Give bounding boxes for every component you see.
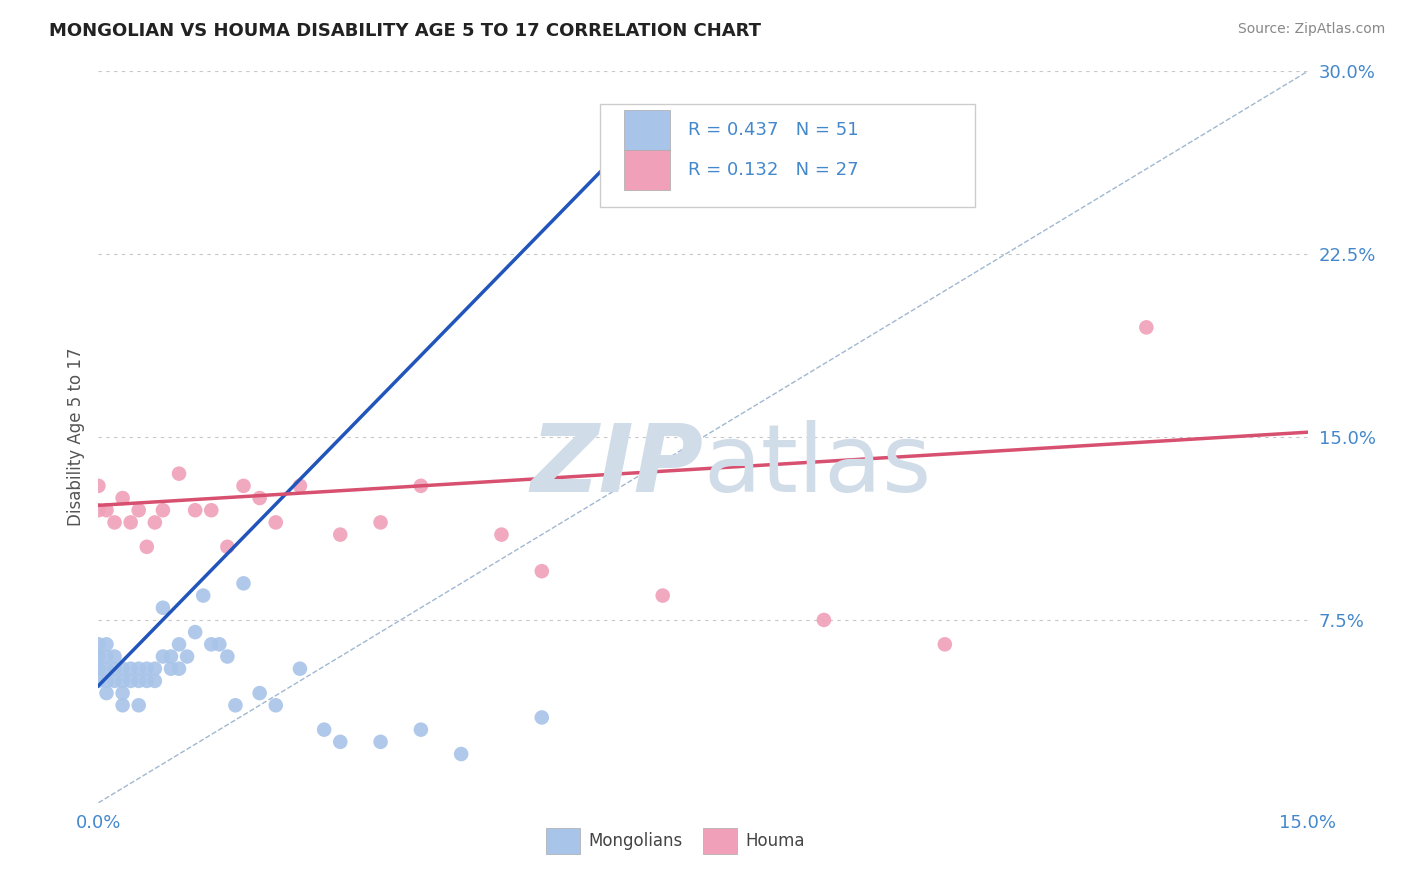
Point: [87, 479, 110, 493]
Point: [314, 723, 336, 737]
FancyBboxPatch shape: [703, 829, 737, 854]
Text: Source: ZipAtlas.com: Source: ZipAtlas.com: [1237, 22, 1385, 37]
Point: [152, 649, 174, 664]
Point: [200, 637, 222, 651]
Point: [143, 662, 166, 676]
Point: [409, 479, 432, 493]
Text: Houma: Houma: [745, 832, 804, 850]
Point: [87, 503, 110, 517]
Point: [143, 673, 166, 688]
Text: R = 0.132   N = 27: R = 0.132 N = 27: [689, 161, 859, 178]
Point: [120, 516, 142, 530]
Point: [96, 503, 118, 517]
Point: [96, 649, 118, 664]
Point: [264, 698, 287, 713]
Point: [264, 516, 287, 530]
Point: [329, 735, 352, 749]
Point: [96, 673, 118, 688]
Text: MONGOLIAN VS HOUMA DISABILITY AGE 5 TO 17 CORRELATION CHART: MONGOLIAN VS HOUMA DISABILITY AGE 5 TO 1…: [49, 22, 761, 40]
Point: [249, 491, 271, 505]
Point: [184, 625, 207, 640]
Point: [813, 613, 835, 627]
Point: [160, 649, 183, 664]
Point: [120, 662, 142, 676]
Point: [217, 540, 239, 554]
Point: [530, 564, 553, 578]
Point: [111, 673, 134, 688]
Point: [87, 662, 110, 676]
Point: [87, 673, 110, 688]
Point: [111, 491, 134, 505]
Point: [1135, 320, 1157, 334]
Point: [128, 662, 150, 676]
Point: [128, 698, 150, 713]
Point: [217, 649, 239, 664]
Point: [96, 637, 118, 651]
Point: [143, 516, 166, 530]
Point: [176, 649, 198, 664]
Text: ZIP: ZIP: [530, 420, 703, 512]
Point: [152, 600, 174, 615]
Y-axis label: Disability Age 5 to 17: Disability Age 5 to 17: [66, 348, 84, 526]
Point: [160, 662, 183, 676]
Point: [167, 637, 190, 651]
Point: [120, 673, 142, 688]
Text: Mongolians: Mongolians: [588, 832, 682, 850]
Point: [288, 662, 311, 676]
Point: [87, 662, 110, 676]
Point: [200, 503, 222, 517]
Point: [370, 735, 392, 749]
Point: [249, 686, 271, 700]
Point: [135, 673, 157, 688]
Point: [288, 479, 311, 493]
FancyBboxPatch shape: [600, 104, 976, 207]
Point: [135, 662, 157, 676]
Point: [409, 723, 432, 737]
Point: [167, 662, 190, 676]
FancyBboxPatch shape: [546, 829, 579, 854]
Point: [167, 467, 190, 481]
Point: [96, 686, 118, 700]
Point: [152, 503, 174, 517]
Point: [184, 503, 207, 517]
Point: [530, 710, 553, 724]
Point: [193, 589, 215, 603]
Point: [491, 527, 513, 541]
Point: [651, 589, 673, 603]
FancyBboxPatch shape: [624, 110, 671, 151]
Point: [232, 479, 254, 493]
Text: atlas: atlas: [703, 420, 931, 512]
Point: [232, 576, 254, 591]
Point: [103, 516, 125, 530]
Point: [128, 503, 150, 517]
Point: [224, 698, 246, 713]
Point: [111, 698, 134, 713]
Point: [87, 649, 110, 664]
Point: [128, 673, 150, 688]
Point: [612, 137, 634, 152]
Point: [87, 637, 110, 651]
Point: [103, 662, 125, 676]
Point: [111, 686, 134, 700]
Point: [934, 637, 956, 651]
Point: [135, 540, 157, 554]
FancyBboxPatch shape: [624, 150, 671, 190]
Point: [103, 673, 125, 688]
Point: [450, 747, 472, 761]
Point: [111, 662, 134, 676]
Point: [103, 649, 125, 664]
Point: [87, 649, 110, 664]
Point: [96, 662, 118, 676]
Text: R = 0.437   N = 51: R = 0.437 N = 51: [689, 121, 859, 139]
Point: [329, 527, 352, 541]
Point: [208, 637, 231, 651]
Point: [370, 516, 392, 530]
